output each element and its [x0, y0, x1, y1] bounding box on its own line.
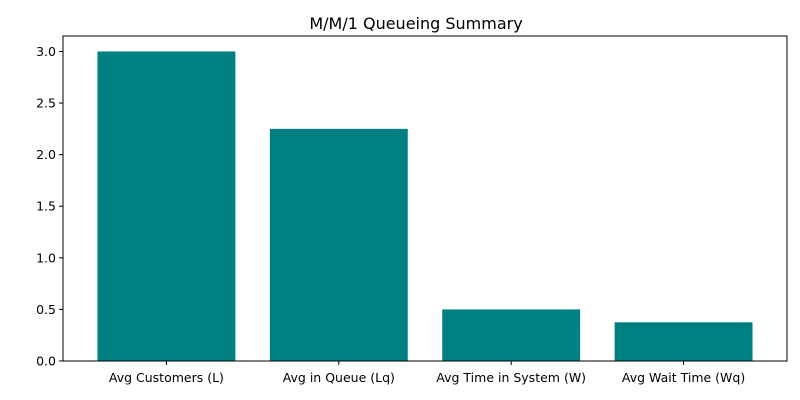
chart-title: M/M/1 Queueing Summary [309, 14, 522, 33]
bar-avg-time-in-system-w [442, 309, 581, 361]
y-tick-label: 1.5 [36, 199, 56, 214]
x-axis: Avg Customers (L) Avg in Queue (Lq) Avg Ti… [109, 361, 745, 385]
bar-avg-customers-l [97, 51, 236, 361]
x-tick-label-avg-time-in-system-w: Avg Time in System (W) [436, 370, 586, 385]
bar-avg-in-queue-lq [269, 128, 408, 361]
y-tick-label: 3.0 [36, 44, 56, 59]
bar-avg-wait-time-wq [614, 322, 753, 361]
x-tick-label-avg-customers-l: Avg Customers (L) [109, 370, 224, 385]
x-tick-label-avg-wait-time-wq: Avg Wait Time (Wq) [622, 370, 745, 385]
x-tick-label-avg-in-queue-lq: Avg in Queue (Lq) [283, 370, 395, 385]
y-tick-label: 1.0 [36, 250, 56, 265]
bars-group [97, 51, 753, 361]
y-tick-label: 2.5 [36, 96, 56, 111]
y-axis: 0.0 0.5 1.0 1.5 2.0 2.5 3.0 [36, 44, 63, 369]
y-tick-label: 0.0 [36, 354, 56, 369]
y-tick-label: 2.0 [36, 147, 56, 162]
plot-frame [62, 35, 788, 362]
y-tick-label: 0.5 [36, 302, 56, 317]
